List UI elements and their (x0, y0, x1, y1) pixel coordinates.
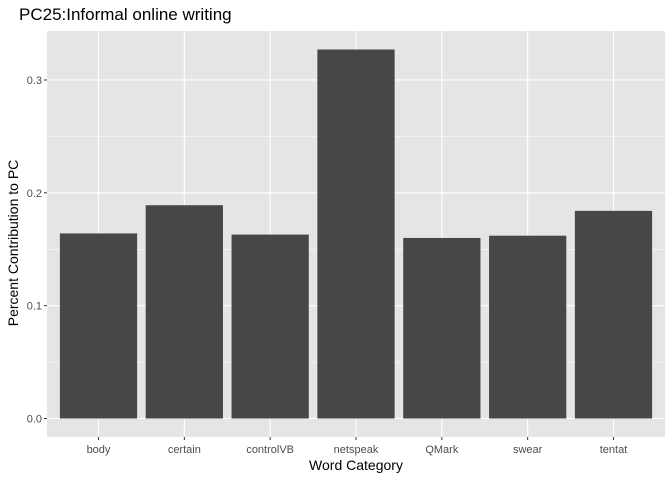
y-tick-label: 0.2 (27, 188, 42, 200)
x-tick-label: tentat (600, 444, 628, 456)
x-tick-label: swear (513, 444, 543, 456)
y-axis: 0.0 0.1 0.2 0.3 (27, 75, 47, 425)
y-axis-title: Percent Contribution to PC (5, 160, 21, 327)
x-axis-title: Word Category (309, 457, 403, 473)
x-axis: body certain controlVB netspeak QMark swear te… (87, 437, 628, 456)
x-tick-label: controlVB (246, 444, 294, 456)
x-tick-label: body (87, 444, 111, 456)
bar-controlvb (231, 234, 309, 419)
bar-netspeak (317, 49, 395, 419)
x-tick-label: certain (168, 444, 201, 456)
bar-certain (145, 205, 223, 419)
bar-tentat (574, 210, 653, 419)
x-tick-label: QMark (425, 444, 459, 456)
bar-qmark (403, 237, 481, 419)
bar-body (59, 233, 138, 419)
x-tick-label: netspeak (334, 444, 379, 456)
chart-title: PC25:Informal online writing (19, 5, 232, 24)
bars (59, 49, 653, 419)
y-tick-label: 0.0 (27, 413, 42, 425)
bar-swear (489, 235, 567, 419)
y-tick-label: 0.3 (27, 75, 42, 87)
y-tick-label: 0.1 (27, 301, 42, 313)
